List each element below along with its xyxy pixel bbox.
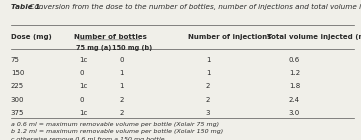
Text: Conversion from the dose to the number of bottles, number of injections and tota: Conversion from the dose to the number o… (27, 4, 361, 10)
Text: Number of injections: Number of injections (188, 34, 271, 40)
Text: 75: 75 (11, 57, 20, 63)
Text: 0.6: 0.6 (289, 57, 300, 63)
Text: 1: 1 (206, 70, 210, 76)
Text: 150 mg (b): 150 mg (b) (112, 45, 152, 51)
Text: 300: 300 (11, 97, 24, 103)
Text: 75 mg (a): 75 mg (a) (76, 45, 111, 51)
Text: 1c: 1c (79, 57, 88, 63)
Text: Dose (mg): Dose (mg) (11, 34, 52, 40)
Text: 2: 2 (119, 97, 123, 103)
Text: 225: 225 (11, 83, 24, 89)
Text: Table 1.: Table 1. (11, 4, 43, 10)
Text: 0: 0 (79, 97, 84, 103)
Text: 0: 0 (79, 70, 84, 76)
Text: 2: 2 (206, 83, 210, 89)
Text: b 1.2 ml = maximum removable volume per bottle (Xolair 150 mg): b 1.2 ml = maximum removable volume per … (11, 130, 223, 135)
Text: 150: 150 (11, 70, 24, 76)
Text: 1.8: 1.8 (289, 83, 300, 89)
Text: 2: 2 (119, 110, 123, 116)
Text: 3: 3 (206, 110, 210, 116)
Text: 1.2: 1.2 (289, 70, 300, 76)
Text: 2.4: 2.4 (289, 97, 300, 103)
Text: 1: 1 (206, 57, 210, 63)
Text: 3.0: 3.0 (289, 110, 300, 116)
Text: 0: 0 (119, 57, 123, 63)
Text: a 0.6 ml = maximum removable volume per bottle (Xolair 75 mg): a 0.6 ml = maximum removable volume per … (11, 122, 219, 127)
Text: 1c: 1c (79, 110, 88, 116)
Text: 1: 1 (119, 70, 123, 76)
Text: 375: 375 (11, 110, 24, 116)
Text: 1: 1 (119, 83, 123, 89)
Text: 1c: 1c (79, 83, 88, 89)
Text: c otherwise remove 0.6 ml from a 150 mg bottle.: c otherwise remove 0.6 ml from a 150 mg … (11, 137, 166, 140)
Text: 2: 2 (206, 97, 210, 103)
Text: Total volume injected (ml): Total volume injected (ml) (267, 34, 361, 40)
Text: Number of bottles: Number of bottles (74, 34, 147, 40)
